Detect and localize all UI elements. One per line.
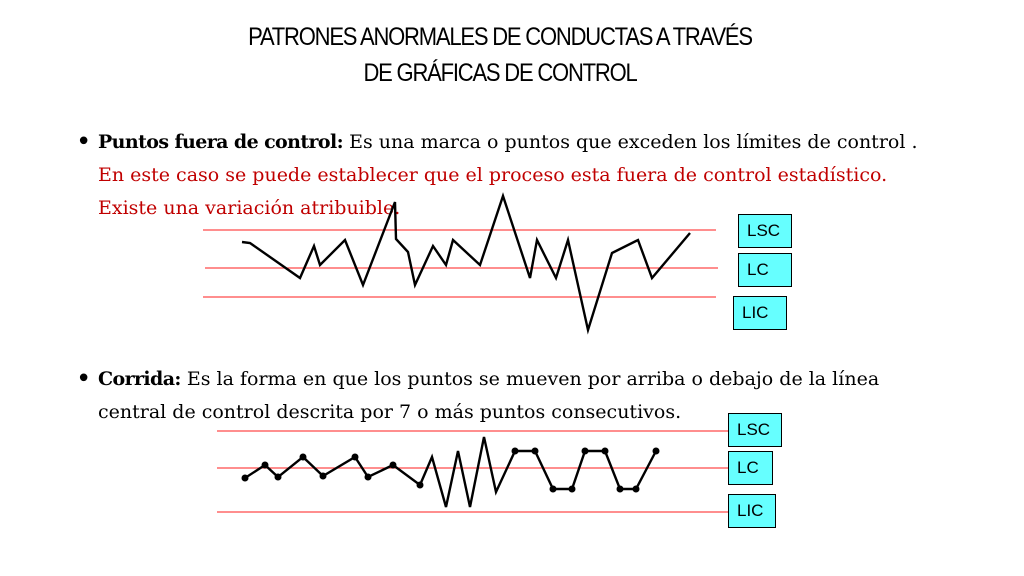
chart1-lc-label: LC (738, 253, 792, 287)
chart2-lc-label: LC (728, 451, 773, 485)
chart2-trace (244, 436, 658, 508)
data-point (274, 473, 282, 481)
bullet-marker: • (76, 364, 92, 394)
chart2-lsc-label: LSC (728, 413, 782, 447)
data-point (416, 481, 424, 489)
emphasis-text: En este caso se puede establecer que el … (98, 164, 888, 219)
term-run: Corrida: (98, 368, 181, 390)
data-point (531, 447, 539, 455)
chart1-lsc-label: LSC (738, 214, 792, 248)
definition-text: Es la forma en que los puntos se mueven … (98, 368, 880, 423)
term-out-of-control: Puntos fuera de control: (98, 131, 344, 153)
bullet-run: • Corrida: Es la forma en que los puntos… (76, 363, 946, 429)
chart2-data-points (241, 447, 660, 493)
bullet-text: Corrida: Es la forma en que los puntos s… (98, 363, 946, 429)
data-point (511, 447, 519, 455)
data-point (632, 485, 640, 493)
data-point (261, 461, 269, 469)
chart1-trace (241, 192, 691, 335)
data-point (581, 447, 589, 455)
bullet-out-of-control: • Puntos fuera de control: Es una marca … (76, 126, 946, 225)
data-point (568, 485, 576, 493)
data-point (549, 485, 557, 493)
bullet-marker: • (76, 127, 92, 157)
data-point (299, 453, 307, 461)
chart2-lic-label: LIC (728, 494, 776, 528)
data-point (351, 453, 359, 461)
data-point (319, 472, 327, 480)
slide-title-line-2: DE GRÁFICAS DE CONTROL (363, 58, 637, 87)
data-point (241, 474, 249, 482)
chart1-lic-label: LIC (733, 296, 787, 330)
bullet-text: Puntos fuera de control: Es una marca o … (98, 126, 946, 225)
slide-title-line-1: PATRONES ANORMALES DE CONDUCTAS A TRAVÉS (248, 22, 753, 51)
data-point (601, 447, 609, 455)
data-point (616, 485, 624, 493)
data-point (389, 461, 397, 469)
data-point (652, 447, 660, 455)
data-point (364, 473, 372, 481)
definition-text: Es una marca o puntos que exceden los lí… (343, 131, 918, 153)
